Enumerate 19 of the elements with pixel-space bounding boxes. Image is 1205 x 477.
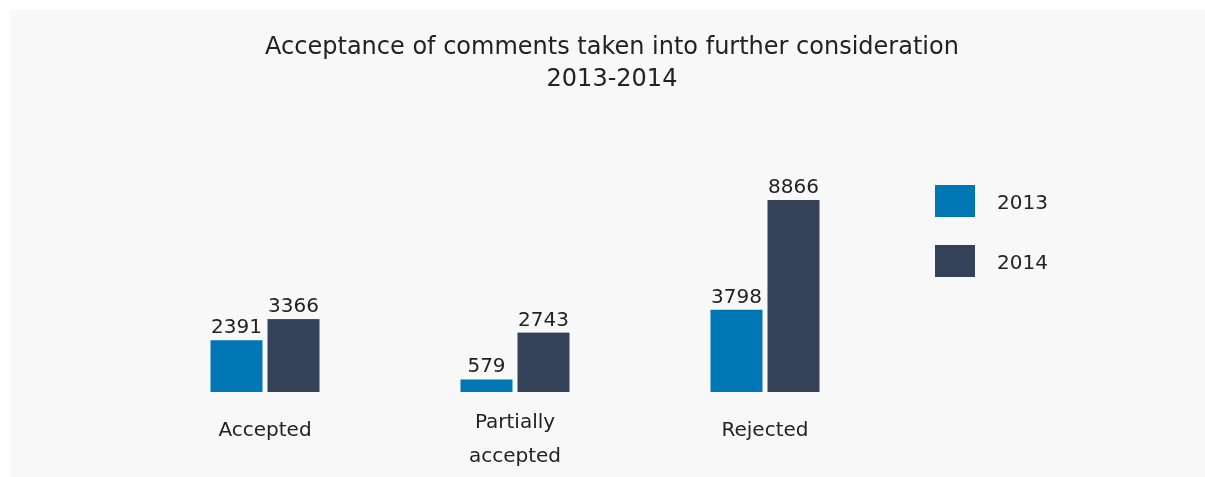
data-label: 2743 — [518, 306, 569, 331]
x-tick-label: Partially accepted — [468, 409, 562, 467]
bar — [710, 309, 763, 392]
bar — [267, 319, 320, 392]
chart-title: Acceptance of comments taken into further consideration — [265, 32, 959, 60]
x-tick-label: Accepted — [218, 417, 312, 441]
x-tick-label: Rejected — [721, 417, 809, 441]
data-label: 3366 — [268, 293, 319, 318]
bar — [517, 332, 570, 392]
data-label: 2391 — [211, 314, 262, 339]
chart-subtitle: 2013-2014 — [546, 64, 678, 92]
data-label: 3798 — [711, 283, 762, 308]
legend-label: 2013 — [997, 190, 1048, 214]
legend-label: 2014 — [997, 250, 1048, 274]
data-label: 579 — [467, 353, 506, 378]
bar — [767, 200, 820, 392]
bar — [460, 379, 513, 392]
data-label: 8866 — [768, 174, 819, 198]
bar — [210, 340, 263, 392]
